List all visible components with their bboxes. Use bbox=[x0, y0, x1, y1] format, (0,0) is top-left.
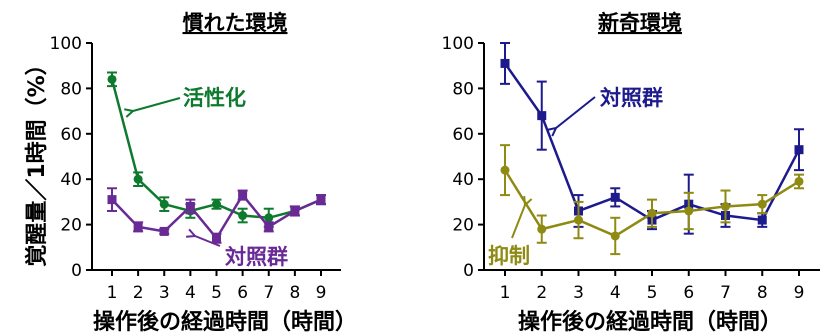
data-point bbox=[212, 199, 221, 209]
x-tick-label: 3 bbox=[159, 283, 170, 303]
x-tick-label: 2 bbox=[536, 283, 547, 303]
data-point bbox=[757, 215, 767, 225]
x-tick-label: 8 bbox=[757, 283, 768, 303]
arrow-suppression bbox=[511, 205, 525, 239]
x-tick-label: 6 bbox=[683, 283, 694, 303]
x-tick-label: 4 bbox=[610, 283, 621, 303]
data-point bbox=[133, 222, 143, 232]
x-tick-label: 2 bbox=[133, 283, 144, 303]
data-point bbox=[574, 215, 583, 225]
data-point bbox=[537, 224, 547, 234]
data-point bbox=[264, 213, 274, 223]
x-tick-label: 5 bbox=[211, 283, 222, 303]
data-point bbox=[185, 201, 195, 211]
y-axis-label: 覚醒量／1時間（%） bbox=[24, 53, 50, 266]
y-tick-label: 60 bbox=[60, 125, 82, 145]
x-tick-label: 5 bbox=[647, 283, 658, 303]
data-point bbox=[107, 195, 117, 205]
arrow-control-right bbox=[556, 96, 596, 128]
data-point bbox=[500, 58, 510, 68]
data-point bbox=[316, 195, 326, 205]
y-tick-label: 40 bbox=[60, 170, 82, 190]
y-tick-label: 100 bbox=[442, 34, 474, 54]
y-tick-label: 40 bbox=[452, 170, 474, 190]
x-tick-label: 7 bbox=[720, 283, 731, 303]
chart-left-x-axis-label: 操作後の経過時間（時間） bbox=[93, 309, 357, 335]
data-point bbox=[721, 201, 730, 211]
y-tick-label: 80 bbox=[60, 79, 82, 99]
chart-left-title: 慣れた環境 bbox=[182, 11, 288, 35]
data-point bbox=[610, 231, 620, 241]
x-tick-label: 7 bbox=[263, 283, 274, 303]
y-tick-label: 20 bbox=[452, 216, 474, 236]
data-point bbox=[159, 199, 169, 209]
y-tick-label: 60 bbox=[452, 125, 474, 145]
x-tick-label: 9 bbox=[794, 283, 805, 303]
arrow-activation bbox=[133, 97, 181, 111]
chart-right-title: 新奇環境 bbox=[598, 11, 682, 35]
x-tick-label: 6 bbox=[237, 283, 248, 303]
data-point bbox=[794, 145, 804, 155]
chart-right-novel-environment: 新奇環境 操作後の経過時間（時間） 対照群 抑制 0 20 40 60 80 100 1 2 3… bbox=[442, 11, 820, 335]
data-point bbox=[500, 165, 510, 175]
label-control-left: 対照群 bbox=[225, 245, 288, 269]
x-tick-label: 1 bbox=[107, 283, 118, 303]
chart-left-familiar-environment: 慣れた環境 操作後の経過時間（時間） 活性化 対照群 0 20 40 60 80 100 1… bbox=[50, 11, 357, 335]
x-tick-label: 9 bbox=[316, 283, 327, 303]
y-tick-label: 100 bbox=[50, 34, 82, 54]
data-point bbox=[238, 211, 248, 221]
data-point bbox=[537, 111, 547, 121]
label-suppression: 抑制 bbox=[488, 244, 530, 268]
y-tick-label: 0 bbox=[463, 261, 474, 281]
y-tick-label: 20 bbox=[60, 216, 82, 236]
arrow-control-left bbox=[195, 236, 221, 247]
data-point bbox=[290, 206, 300, 216]
x-tick-label: 4 bbox=[185, 283, 196, 303]
data-point bbox=[133, 174, 143, 184]
x-tick-label: 1 bbox=[500, 283, 511, 303]
label-activation: 活性化 bbox=[183, 86, 246, 110]
data-point bbox=[757, 199, 767, 209]
label-control-right: 対照群 bbox=[600, 86, 663, 110]
y-tick-label: 0 bbox=[71, 261, 82, 281]
data-point bbox=[238, 190, 248, 200]
data-point bbox=[610, 192, 620, 202]
data-point bbox=[107, 74, 117, 84]
x-tick-label: 8 bbox=[289, 283, 300, 303]
data-point bbox=[647, 208, 657, 218]
data-point bbox=[212, 233, 221, 243]
x-tick-label: 3 bbox=[573, 283, 584, 303]
data-point bbox=[794, 176, 804, 186]
data-point bbox=[264, 222, 274, 232]
data-point bbox=[684, 206, 694, 216]
chart-right-x-axis-label: 操作後の経過時間（時間） bbox=[518, 309, 782, 335]
y-tick-label: 80 bbox=[452, 79, 474, 99]
data-point bbox=[159, 226, 169, 236]
